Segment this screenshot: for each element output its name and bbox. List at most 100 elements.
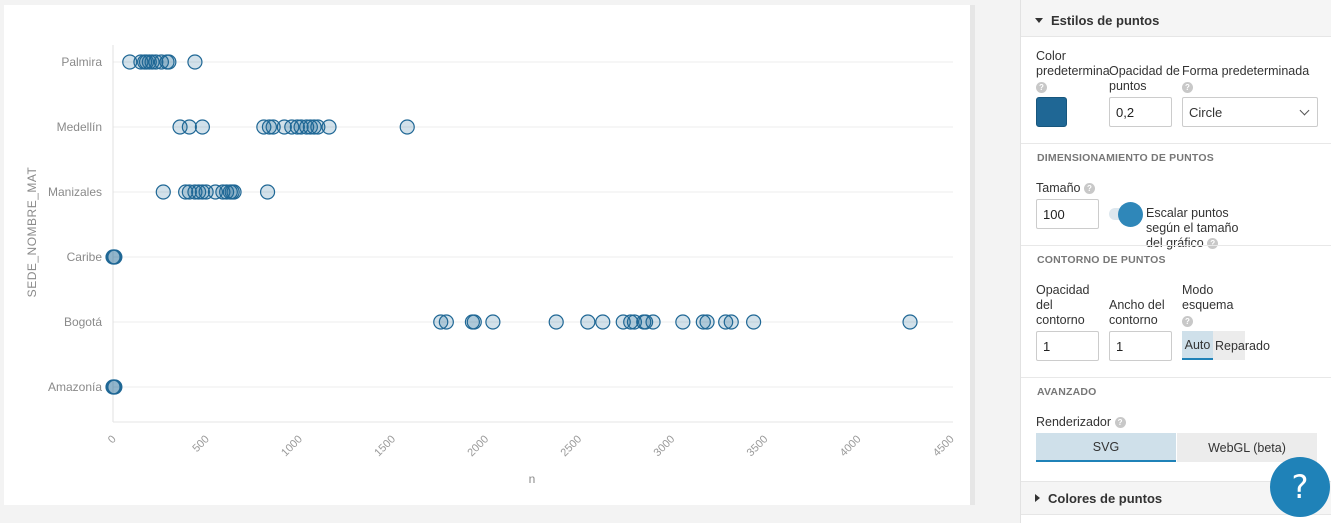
shape-label: Forma predeterminada (1182, 64, 1310, 78)
scatter-point (580, 314, 596, 330)
scatter-point (155, 184, 171, 200)
divider (1021, 377, 1331, 378)
x-tick-label: 3000 (652, 433, 678, 459)
settings-panel: Estilos de puntos Color predetermina ? O… (1020, 0, 1331, 523)
point-styles-title: Estilos de puntos (1051, 13, 1160, 28)
color-label: Color predetermina (1036, 49, 1110, 78)
scatter-point (695, 314, 711, 330)
scatter-point (107, 379, 123, 395)
point-size-input[interactable] (1036, 199, 1099, 229)
renderer-webgl-label: WebGL (beta) (1208, 440, 1286, 455)
panel-top-strip (1021, 0, 1331, 5)
outline-opacity-label: Opacidad del contorno (1036, 283, 1090, 327)
outline-mode-label-group: Modo esquema ? (1182, 283, 1242, 328)
renderer-svg-label: SVG (1092, 439, 1120, 454)
default-color-swatch[interactable] (1036, 97, 1067, 127)
default-shape-select[interactable]: Circle (1182, 97, 1318, 127)
help-icon[interactable]: ? (1036, 82, 1047, 94)
x-tick-label: 2000 (465, 433, 491, 459)
scale-label-group: Escalar puntos según el tamaño del gráfi… (1146, 206, 1246, 251)
scatter-point (310, 119, 326, 135)
scatter-point (595, 314, 611, 330)
point-colors-title: Colores de puntos (1048, 490, 1163, 506)
renderer-svg-button[interactable]: SVG (1036, 433, 1176, 462)
outline-width-input[interactable] (1109, 331, 1172, 361)
scatter-point (265, 119, 281, 135)
scatter-chart: Palmira Medellín Manizales Caribe Bogotá Amaz… (25, 45, 957, 486)
help-icon[interactable]: ? (1207, 238, 1219, 250)
scatter-point (226, 184, 242, 200)
chart-card: Palmira Medellín Manizales Caribe Bogotá Amaz… (4, 5, 970, 505)
divider (1021, 245, 1331, 246)
y-tick-label: Amazonía (48, 380, 102, 394)
scatter-point (623, 314, 639, 330)
chevron-down-icon (1299, 105, 1310, 116)
scatter-point (399, 119, 415, 135)
color-label-group: Color predetermina ? (1036, 49, 1112, 94)
scatter-point (194, 119, 210, 135)
scatter-point (433, 314, 449, 330)
outline-width-label: Ancho del contorno (1109, 298, 1165, 327)
scatter-point (746, 314, 762, 330)
caret-right-icon (1035, 494, 1040, 502)
point-styles-header[interactable]: Estilos de puntos (1021, 5, 1331, 37)
outline-opacity-input[interactable] (1036, 331, 1099, 361)
x-tick-label: 500 (190, 433, 211, 454)
scatter-point (261, 119, 278, 135)
advanced-section-title: AVANZADO (1037, 386, 1097, 398)
scatter-point (902, 314, 918, 330)
scale-points-label: Escalar puntos según el tamaño del gráfi… (1146, 206, 1239, 250)
scatter-point (438, 314, 454, 330)
help-fab-button[interactable]: ? (1270, 457, 1330, 517)
scatter-point (107, 249, 123, 265)
outline-mode-auto-button[interactable]: Auto (1182, 331, 1213, 360)
default-shape-value: Circle (1189, 104, 1223, 120)
y-tick-label: Medellín (57, 120, 102, 134)
y-tick-label: Palmira (61, 55, 102, 69)
scatter-point (181, 119, 197, 135)
y-tick-label: Manizales (48, 185, 102, 199)
renderer-label-group: Renderizador ? (1036, 415, 1126, 430)
y-tick-label: Bogotá (64, 315, 102, 329)
scale-points-toggle-knob[interactable] (1118, 202, 1143, 227)
outline-mode-fixed-button[interactable]: Reparado (1213, 331, 1270, 360)
scatter-point (148, 54, 164, 70)
x-tick-label: 1000 (279, 433, 305, 459)
shape-label-group: Forma predeterminada ? (1182, 64, 1322, 94)
scatter-point (122, 54, 138, 70)
help-icon[interactable]: ? (1182, 316, 1193, 328)
scatter-point (133, 54, 149, 70)
sizing-section-title: DIMENSIONAMIENTO DE PUNTOS (1037, 152, 1214, 164)
outline-section-title: CONTORNO DE PUNTOS (1037, 254, 1166, 266)
outline-mode-auto-label: Auto (1184, 337, 1211, 352)
scatter-point (466, 314, 482, 330)
scatter-point (675, 314, 691, 330)
opacity-label: Opacidad de puntos (1109, 64, 1180, 93)
y-axis-title: SEDE_NOMBRE_MAT (25, 167, 39, 298)
x-tick-label: 4500 (931, 433, 957, 459)
caret-down-icon (1035, 18, 1043, 23)
x-tick-label: 3500 (745, 433, 771, 459)
x-tick-label: 4000 (838, 433, 864, 459)
scatter-point (645, 314, 661, 330)
scatter-point (699, 314, 715, 330)
scatter-point (321, 119, 337, 135)
divider (1021, 143, 1331, 144)
scatter-point (718, 314, 734, 330)
help-icon[interactable]: ? (1182, 82, 1193, 94)
scatter-point (194, 184, 210, 200)
chart-card-edge (970, 5, 975, 505)
renderer-webgl-button[interactable]: WebGL (beta) (1177, 433, 1317, 462)
x-tick-label: 0 (106, 433, 119, 446)
help-icon[interactable]: ? (1083, 183, 1095, 195)
scatter-point (161, 54, 177, 70)
x-tick-label: 1500 (372, 433, 398, 459)
point-opacity-input[interactable] (1109, 97, 1172, 127)
help-icon[interactable]: ? (1114, 417, 1126, 429)
x-tick-label: 2500 (558, 433, 584, 459)
size-label: Tamaño (1036, 181, 1081, 195)
scatter-point (485, 314, 501, 330)
renderer-label: Renderizador (1036, 415, 1112, 429)
scatter-point (548, 314, 564, 330)
scatter-point (259, 184, 276, 200)
